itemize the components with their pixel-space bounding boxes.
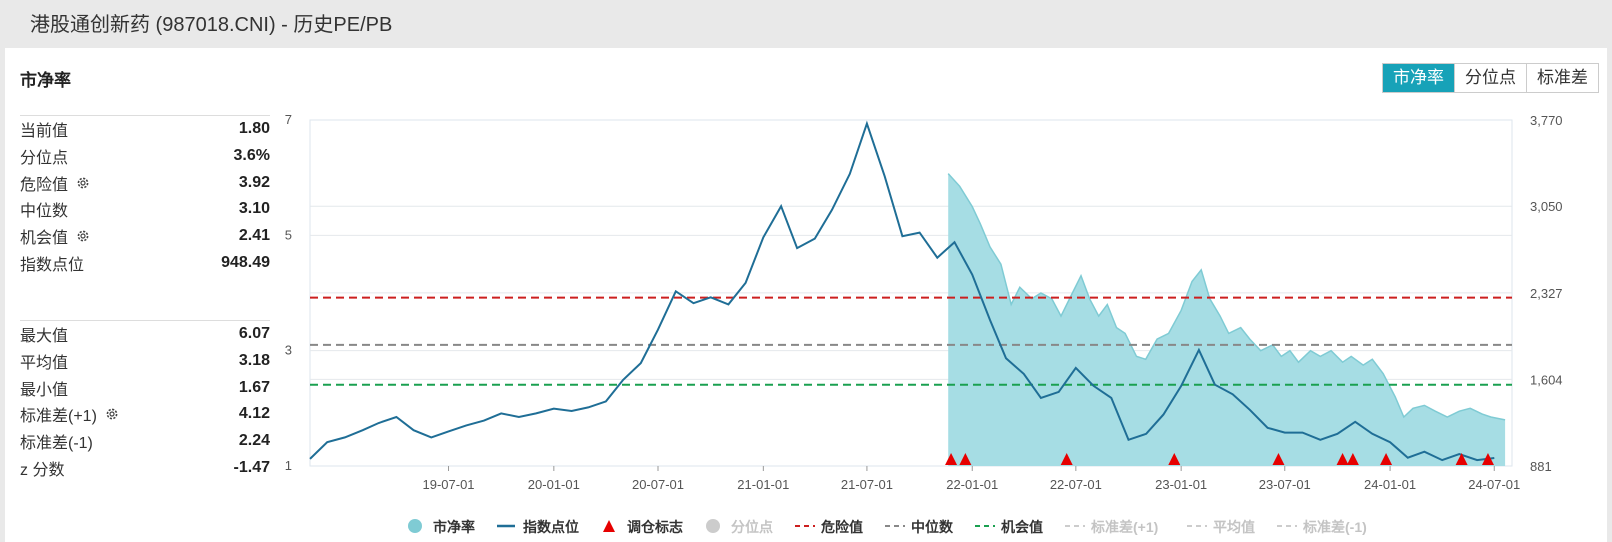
rebalance-marker	[959, 453, 972, 465]
stat-row: 机会值 2.41	[20, 223, 270, 250]
page-title: 港股通创新药 (987018.CNI) - 历史PE/PB	[30, 14, 393, 36]
stats-current: 当前值 1.80 分位点 3.6% 危险值 3.92 中位数 3.10 机会值 2.41 …	[20, 115, 270, 276]
y-left-tick-label: 7	[285, 112, 292, 127]
y-left-tick-label: 1	[285, 458, 292, 473]
legend-label: 中位数	[911, 519, 954, 535]
stat-value: -1.47	[233, 458, 270, 476]
rebalance-marker	[1346, 453, 1359, 465]
y-left-tick-label: 3	[285, 343, 292, 358]
stat-value: 2.41	[238, 227, 270, 245]
stat-label: 最大值	[20, 328, 69, 346]
stat-label: 最小值	[20, 381, 69, 399]
stat-row: 指数点位 948.49	[20, 249, 270, 276]
stat-row: 中位数 3.10	[20, 196, 270, 223]
rebalance-marker	[1336, 453, 1349, 465]
panel-title: 市净率	[20, 71, 71, 90]
legend-swatch	[408, 519, 422, 533]
pb-series-line	[947, 173, 1506, 421]
rebalance-marker	[1272, 453, 1285, 465]
legend-label: 市净率	[433, 519, 475, 535]
x-tick-label: 24-07-01	[1468, 477, 1520, 492]
legend-label: 平均值	[1213, 519, 1255, 535]
rebalance-marker	[1455, 453, 1468, 465]
y-right-tick-label: 2,327	[1530, 286, 1563, 301]
rebalance-marker	[1168, 453, 1181, 465]
y-right-tick-label: 3,770	[1530, 113, 1563, 128]
gear-icon[interactable]	[105, 407, 119, 421]
stat-value: 3.10	[238, 200, 270, 218]
stat-label: 标准差(-1)	[20, 435, 93, 453]
stat-label: 危险值	[20, 176, 69, 194]
metric-tabs: 市净率 分位点 标准差	[1382, 63, 1599, 93]
y-right-tick-label: 881	[1530, 459, 1552, 474]
stat-value: 1.67	[238, 378, 270, 396]
legend-label: 机会值	[1001, 519, 1043, 535]
stat-row: 危险值 3.92	[20, 169, 270, 196]
legend-swatch	[603, 520, 615, 532]
stat-value: 948.49	[221, 253, 270, 271]
x-tick-label: 23-01-01	[1155, 477, 1207, 492]
x-tick-label: 22-01-01	[946, 477, 998, 492]
stat-label: 分位点	[20, 150, 69, 168]
stat-value: 6.07	[238, 325, 270, 343]
y-left-tick-label: 5	[285, 227, 292, 242]
index-series-line	[309, 120, 1495, 462]
stat-label: z 分数	[20, 461, 65, 479]
legend-label: 标准差(+1)	[1090, 519, 1158, 535]
x-tick-label: 22-07-01	[1050, 477, 1102, 492]
stat-row: 最大值 6.07	[20, 321, 270, 348]
stat-row: 分位点 3.6%	[20, 143, 270, 170]
tab-stddev[interactable]: 标准差	[1526, 64, 1598, 92]
stat-value: 3.6%	[233, 147, 270, 165]
pb-area	[948, 173, 1506, 466]
stat-value: 2.24	[238, 432, 270, 450]
legend-label: 调仓标志	[627, 519, 683, 535]
stat-value: 1.80	[238, 120, 270, 138]
stat-value: 3.92	[238, 173, 270, 191]
stat-row: 最小值 1.67	[20, 374, 270, 401]
legend-label: 危险值	[820, 519, 863, 535]
gear-icon[interactable]	[76, 229, 90, 243]
stat-label: 指数点位	[20, 256, 85, 274]
stat-label: 标准差(+1)	[20, 408, 97, 426]
legend-label: 指数点位	[523, 519, 579, 535]
rebalance-marker	[1380, 453, 1393, 465]
stats-distribution: 最大值 6.07 平均值 3.18 最小值 1.67 标准差(+1) 4.12 标准差(…	[20, 320, 270, 481]
stat-label: 中位数	[20, 203, 69, 221]
stat-value: 3.18	[238, 352, 270, 370]
legend-swatch	[706, 519, 720, 533]
y-right-tick-label: 1,604	[1530, 372, 1563, 387]
x-tick-label: 21-07-01	[841, 477, 893, 492]
stat-row: 当前值 1.80	[20, 116, 270, 143]
legend-label: 标准差(-1)	[1302, 519, 1367, 535]
x-tick-label: 19-07-01	[422, 477, 474, 492]
tab-pb[interactable]: 市净率	[1383, 64, 1454, 92]
stat-row: 标准差(-1) 2.24	[20, 428, 270, 455]
x-tick-label: 20-01-01	[528, 477, 580, 492]
stat-row: z 分数 -1.47	[20, 454, 270, 481]
x-tick-label: 23-07-01	[1259, 477, 1311, 492]
stat-row: 标准差(+1) 4.12	[20, 401, 270, 428]
stat-label: 平均值	[20, 355, 69, 373]
x-tick-label: 20-07-01	[632, 477, 684, 492]
gear-icon[interactable]	[76, 176, 90, 190]
stat-label: 机会值	[20, 230, 69, 248]
x-tick-label: 21-01-01	[737, 477, 789, 492]
legend-label: 分位点	[731, 519, 773, 535]
x-tick-label: 24-01-01	[1364, 477, 1416, 492]
y-right-tick-label: 3,050	[1530, 199, 1563, 214]
rebalance-marker	[1481, 453, 1494, 465]
rebalance-marker	[1060, 453, 1073, 465]
stat-row: 平均值 3.18	[20, 348, 270, 375]
stat-label: 当前值	[20, 123, 69, 141]
stat-value: 4.12	[238, 405, 270, 423]
tab-percentile[interactable]: 分位点	[1454, 64, 1526, 92]
rebalance-marker	[945, 453, 958, 465]
